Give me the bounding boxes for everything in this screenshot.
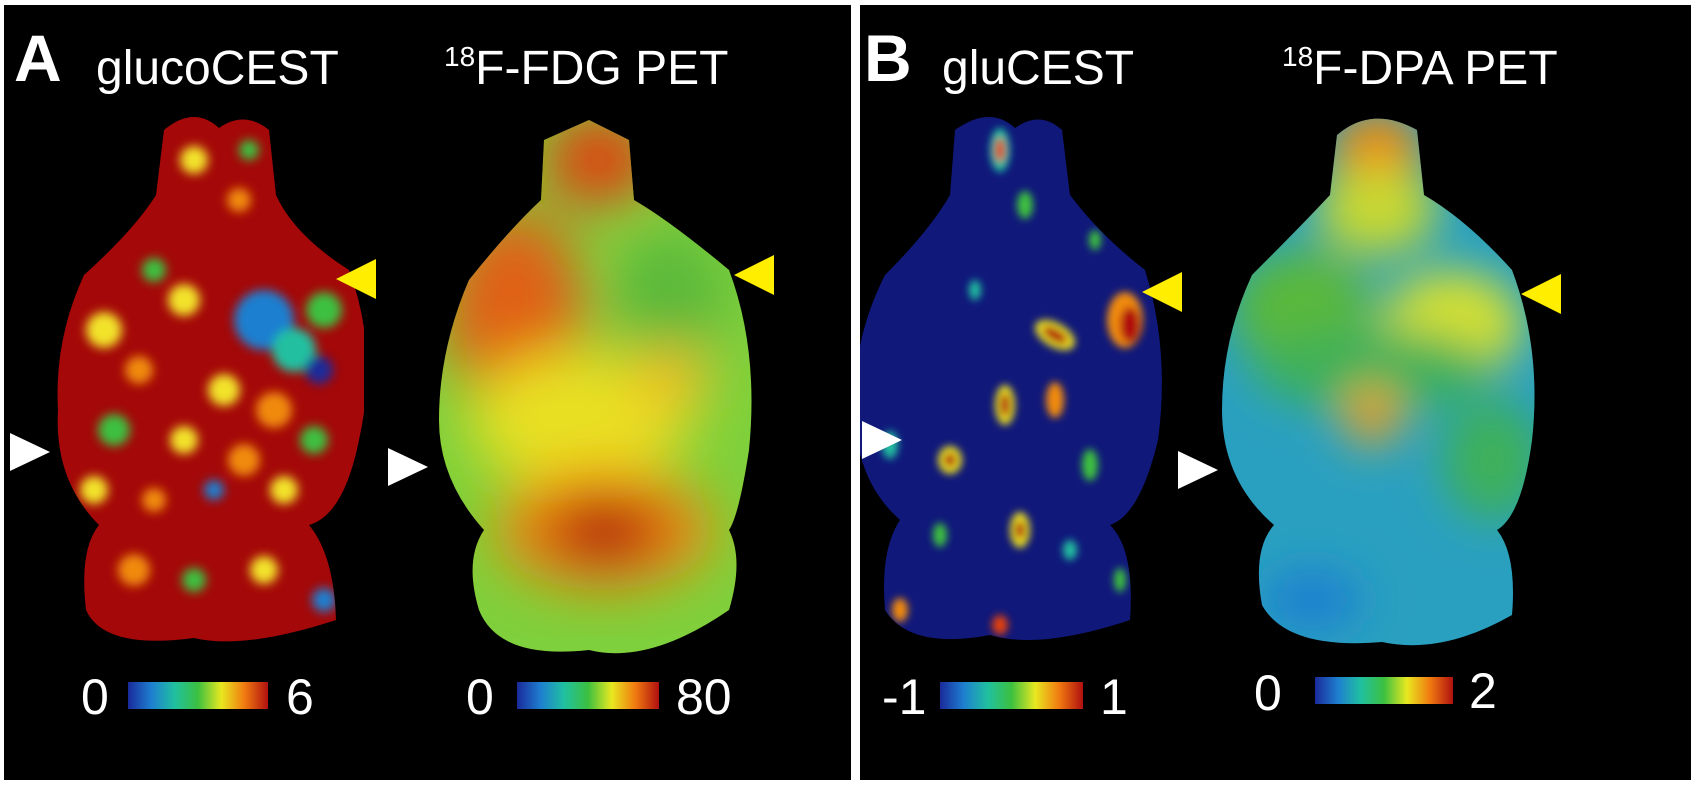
panel-letter-a: A bbox=[14, 21, 62, 95]
cbar-min-glucocest: 0 bbox=[81, 669, 109, 725]
cbar-max-glucocest: 6 bbox=[286, 669, 314, 725]
title-dpa-pet: 18F-DPA PET bbox=[1282, 41, 1558, 95]
fdg-pet-brain-map bbox=[439, 120, 752, 654]
panel-letter-b: B bbox=[864, 21, 912, 95]
yellow-arrowhead-fdg bbox=[734, 255, 774, 295]
dpa-pet-brain-map bbox=[1222, 118, 1535, 646]
white-arrowhead-glucest bbox=[862, 421, 902, 459]
white-arrowhead-fdg bbox=[388, 448, 428, 486]
cbar-max-glucest: 1 bbox=[1100, 669, 1128, 725]
cbar-min-dpa: 0 bbox=[1254, 665, 1282, 721]
title-glucocest: glucoCEST bbox=[96, 42, 339, 95]
title-fdg-pet: 18F-FDG PET bbox=[444, 41, 729, 95]
colorbar-fdg bbox=[517, 682, 659, 709]
yellow-arrowhead-glucocest bbox=[336, 259, 376, 299]
glucocest-brain-map bbox=[57, 116, 364, 642]
cbar-max-dpa: 2 bbox=[1469, 663, 1497, 719]
yellow-arrowhead-dpa bbox=[1521, 274, 1561, 314]
white-arrowhead-dpa bbox=[1178, 451, 1218, 489]
yellow-arrowhead-glucest bbox=[1142, 272, 1182, 312]
colorbar-dpa bbox=[1315, 677, 1453, 704]
title-glucest: gluCEST bbox=[942, 42, 1135, 95]
colorbar-glucest bbox=[940, 682, 1083, 709]
cbar-min-fdg: 0 bbox=[466, 669, 494, 725]
glucest-brain-map bbox=[860, 116, 1162, 640]
white-arrowhead-glucocest bbox=[10, 433, 50, 471]
cbar-max-fdg: 80 bbox=[676, 669, 732, 725]
panel-a: A glucoCEST 18F-FDG PET bbox=[4, 5, 851, 780]
panel-b: B gluCEST 18F-DPA PET bbox=[860, 5, 1691, 780]
cbar-min-glucest: -1 bbox=[882, 669, 927, 725]
colorbar-glucocest bbox=[128, 682, 268, 709]
